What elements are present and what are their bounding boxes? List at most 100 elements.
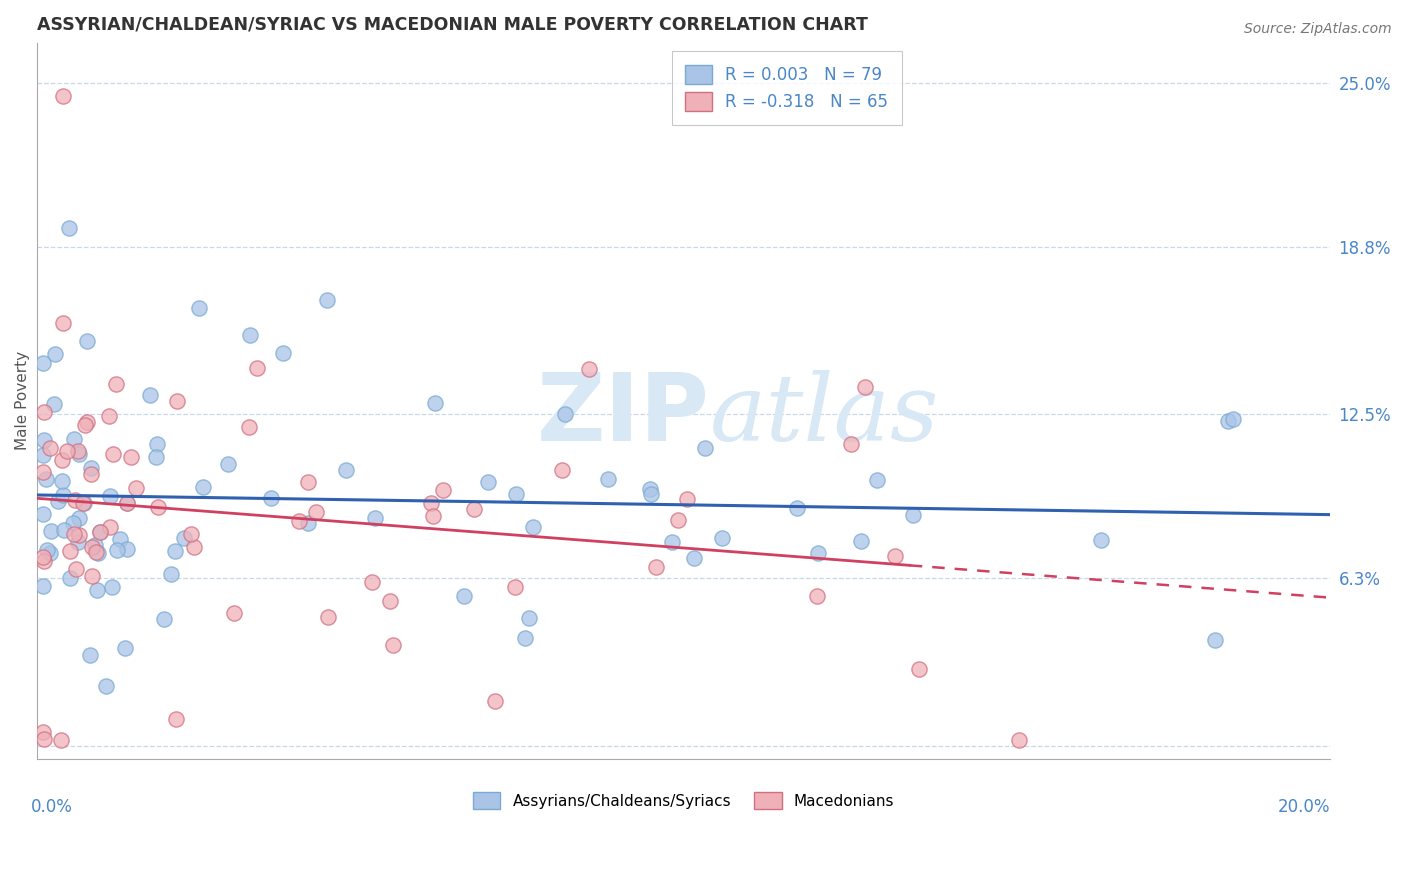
Point — [806, 589, 828, 603]
Point — [683, 551, 706, 566]
Point — [80, 461, 103, 475]
Point — [173, 531, 195, 545]
Point — [75, 418, 97, 433]
Point — [839, 437, 862, 451]
Point — [98, 520, 121, 534]
Point — [72, 496, 94, 510]
Point — [645, 559, 668, 574]
Point — [63, 432, 86, 446]
Point — [80, 568, 103, 582]
Point — [101, 447, 124, 461]
Text: ZIP: ZIP — [537, 369, 710, 461]
Point — [100, 580, 122, 594]
Point — [32, 507, 55, 521]
Point — [120, 450, 142, 465]
Point — [515, 631, 537, 645]
Point — [165, 712, 187, 726]
Point — [786, 501, 808, 516]
Point — [72, 496, 94, 510]
Point — [39, 546, 62, 560]
Point — [51, 474, 73, 488]
Point — [89, 524, 111, 539]
Point — [62, 516, 84, 531]
Point — [160, 567, 183, 582]
Point — [46, 494, 69, 508]
Point — [94, 679, 117, 693]
Point — [59, 571, 82, 585]
Point — [381, 638, 404, 652]
Point — [297, 516, 319, 530]
Point — [675, 492, 697, 507]
Point — [67, 444, 90, 458]
Point — [238, 420, 260, 434]
Point — [380, 593, 402, 607]
Point — [44, 347, 66, 361]
Point — [76, 334, 98, 348]
Point — [807, 546, 830, 560]
Point — [32, 549, 55, 564]
Point — [245, 360, 267, 375]
Point — [361, 575, 384, 590]
Point — [89, 524, 111, 539]
Point — [69, 447, 91, 461]
Point — [32, 448, 55, 462]
Point — [271, 346, 294, 360]
Point — [32, 578, 55, 592]
Point — [39, 441, 62, 455]
Point — [423, 395, 446, 409]
Point — [104, 376, 127, 391]
Point — [239, 327, 262, 342]
Point — [884, 549, 907, 564]
Point — [52, 487, 75, 501]
Point — [578, 362, 600, 376]
Point — [114, 641, 136, 656]
Point — [32, 553, 55, 567]
Point — [710, 531, 733, 545]
Point — [908, 662, 931, 676]
Point — [363, 511, 385, 525]
Point — [165, 544, 187, 558]
Point — [145, 437, 167, 451]
Point — [32, 356, 55, 370]
Point — [32, 433, 55, 447]
Point — [551, 462, 574, 476]
Point — [288, 514, 311, 528]
Text: ASSYRIAN/CHALDEAN/SYRIAC VS MACEDONIAN MALE POVERTY CORRELATION CHART: ASSYRIAN/CHALDEAN/SYRIAC VS MACEDONIAN M… — [37, 15, 868, 33]
Point — [52, 316, 75, 330]
Point — [193, 480, 215, 494]
Point — [79, 648, 101, 662]
Point — [146, 500, 169, 514]
Point — [56, 444, 79, 458]
Point — [853, 379, 876, 393]
Point — [1218, 414, 1240, 428]
Point — [217, 457, 239, 471]
Point — [67, 510, 90, 524]
Point — [107, 543, 129, 558]
Point — [51, 452, 73, 467]
Point — [49, 733, 72, 747]
Point — [115, 496, 138, 510]
Point — [432, 483, 454, 497]
Point — [640, 486, 662, 500]
Point — [153, 612, 176, 626]
Point — [83, 538, 105, 552]
Point — [1090, 533, 1112, 547]
Point — [503, 580, 526, 594]
Text: 0.0%: 0.0% — [31, 798, 72, 816]
Point — [59, 543, 82, 558]
Point — [108, 532, 131, 546]
Point — [86, 546, 108, 560]
Point — [35, 543, 58, 558]
Point — [180, 527, 202, 541]
Point — [517, 611, 540, 625]
Point — [115, 541, 138, 556]
Point — [849, 533, 872, 548]
Point — [666, 513, 689, 527]
Point — [58, 221, 80, 235]
Point — [115, 496, 138, 510]
Point — [1204, 633, 1226, 648]
Point — [318, 609, 340, 624]
Point — [97, 409, 120, 424]
Point — [80, 467, 103, 481]
Point — [67, 527, 90, 541]
